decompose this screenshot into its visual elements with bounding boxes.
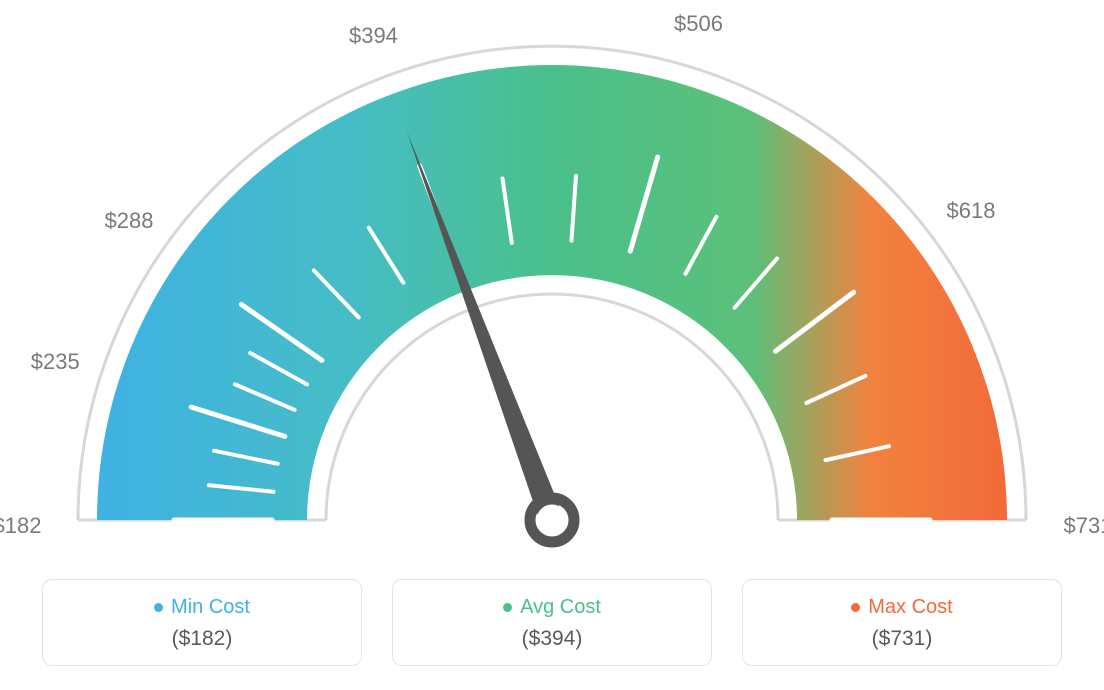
cost-gauge: $182 $235 $288 $394 $506 $618 $731 (0, 0, 1104, 560)
legend-label-min: Min Cost (154, 596, 250, 619)
legend-value-max: ($731) (753, 627, 1051, 651)
legend-card-min: Min Cost ($182) (42, 579, 362, 666)
legend-label-text: Min Cost (171, 596, 250, 619)
legend-value-min: ($182) (53, 627, 351, 651)
legend-value-avg: ($394) (403, 627, 701, 651)
gauge-tick-label: $182 (0, 513, 41, 539)
gauge-svg (0, 0, 1104, 560)
legend-row: Min Cost ($182) Avg Cost ($394) Max Cost… (0, 579, 1104, 666)
legend-label-avg: Avg Cost (503, 596, 601, 619)
dot-icon (154, 603, 163, 612)
legend-label-text: Avg Cost (520, 596, 601, 619)
gauge-tick-label: $618 (947, 198, 996, 224)
legend-label-text: Max Cost (868, 596, 952, 619)
gauge-tick-label: $506 (674, 11, 723, 37)
gauge-tick-label: $288 (104, 208, 153, 234)
legend-card-max: Max Cost ($731) (742, 579, 1062, 666)
gauge-tick-label: $235 (31, 349, 80, 375)
gauge-tick-label: $394 (349, 23, 398, 49)
dot-icon (503, 603, 512, 612)
gauge-tick-label: $731 (1064, 513, 1104, 539)
dot-icon (851, 603, 860, 612)
legend-card-avg: Avg Cost ($394) (392, 579, 712, 666)
legend-label-max: Max Cost (851, 596, 952, 619)
